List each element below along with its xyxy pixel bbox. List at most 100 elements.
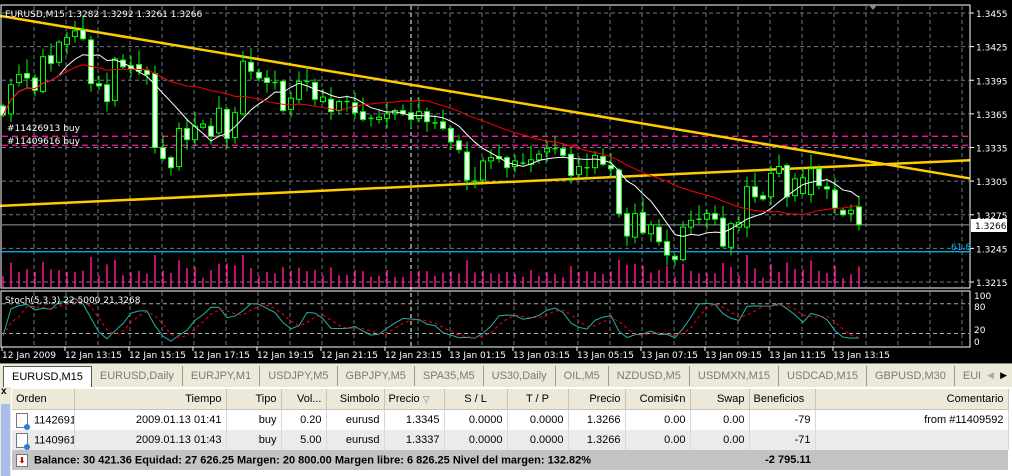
balance-summary: ⬇ Balance: 30 421.36 Equidad: 27 626.25 M… (12, 450, 749, 470)
table-row[interactable]: 114269132009.01.13 01:41buy0.20eurusd1.3… (12, 409, 1009, 430)
order-label: #11426913 buy (7, 124, 81, 134)
time-tick-label: 13 Jan 07:15 (641, 351, 698, 361)
cell-precio: 1.3345 (384, 409, 445, 430)
time-tick-label: 13 Jan 09:15 (705, 351, 762, 361)
price-tick-label: 1.3365 (976, 111, 1008, 121)
ma-slow-line (2, 64, 860, 215)
price-chart[interactable]: EURUSD,M15 1.3282 1.3292 1.3261 1.3266 #… (0, 0, 1012, 363)
scroll-right-icon[interactable]: ▶ (1000, 370, 1007, 380)
col-beneficios[interactable]: Beneficios (749, 389, 816, 410)
candle-bull (632, 213, 638, 238)
time-tick-label: 12 Jan 13:15 (65, 351, 122, 361)
candle-bull (576, 166, 582, 175)
candlesticks (0, 15, 862, 266)
col-orden[interactable]: Orden (12, 389, 75, 410)
candle-bear (312, 81, 318, 100)
stoch-label: Stoch(5,3,3) 22.5000 21.3268 (5, 296, 141, 306)
candle-bull (776, 166, 782, 174)
order-number: 11409616 (34, 433, 74, 446)
candle-bear (464, 151, 470, 181)
time-tick-label: 12 Jan 19:15 (257, 351, 314, 361)
candle-bear (608, 164, 614, 170)
main-chart-frame (0, 4, 971, 289)
candle-bear (208, 125, 214, 137)
chart-grid (2, 6, 969, 346)
candle-bull (736, 222, 742, 228)
time-axis: 12 Jan 2009 12 Jan 13:15 12 Jan 15:15 12 Ja… (1, 347, 890, 361)
candle-bear (328, 98, 334, 113)
time-tick-label: 13 Jan 01:15 (449, 351, 506, 361)
candle-bear (160, 147, 166, 160)
candle-bull (768, 172, 774, 198)
tab-usdcad-m15[interactable]: USDCAD,M15 (779, 365, 867, 386)
tab-eurusd-m15[interactable]: EURUSD,M15 (3, 365, 92, 387)
candle-bull (320, 96, 326, 103)
close-terminal-icon[interactable]: x (1, 386, 7, 397)
balance-row[interactable]: ⬇ Balance: 30 421.36 Equidad: 27 626.25 M… (12, 450, 1008, 470)
candle-bear (256, 71, 262, 79)
tab-nzdusd-m5[interactable]: NZDUSD,M5 (609, 365, 690, 386)
balance-summary-text: Balance: 30 421.36 Equidad: 27 626.25 Ma… (34, 453, 592, 466)
price-tick-label: 1.3215 (976, 279, 1008, 289)
candle-bull (176, 127, 182, 168)
cell-tipo: buy (226, 430, 282, 450)
candle-bear (248, 61, 254, 72)
col-tipo[interactable]: Tipo (226, 389, 282, 410)
candle-bear (168, 157, 174, 169)
cell-simbolo: eurusd (326, 409, 385, 430)
cell-sl: 0.0000 (444, 409, 508, 430)
col-precio-actual[interactable]: Precio (568, 389, 626, 410)
tab-us30-daily[interactable]: US30,Daily (484, 365, 556, 386)
tab-eurjpy-m1[interactable]: EURJPY,M1 (183, 365, 261, 386)
tab-usdjpy-m5[interactable]: USDJPY,M5 (260, 365, 338, 386)
candle-bear (760, 195, 766, 200)
cell-comision: 0.00 (625, 409, 691, 430)
tab-usdmxn-m15[interactable]: USDMXN,M15 (690, 365, 780, 386)
cell-simbolo: eurusd (326, 430, 385, 450)
candle-bull (16, 74, 22, 83)
chart-shift-icon[interactable] (869, 5, 877, 10)
candle-bear (840, 209, 846, 216)
tab-gbpusd-m30[interactable]: GBPUSD,M30 (867, 365, 955, 386)
stoch-signal-line (2, 300, 860, 339)
time-tick-label: 12 Jan 21:15 (321, 351, 378, 361)
candle-bull (792, 178, 798, 197)
candle-bear (360, 111, 366, 120)
cell-orden: 11426913 (12, 409, 75, 430)
candle-bull (848, 209, 854, 215)
candle-bear (424, 111, 430, 123)
candle-bear (352, 102, 358, 114)
candle-bear (136, 64, 142, 72)
col-tiempo[interactable]: Tiempo (74, 389, 227, 410)
col-precio[interactable]: Precio ▽ (384, 389, 445, 410)
candle-bull (648, 224, 654, 235)
stoch-tick-label: 20 (974, 326, 986, 336)
candle-bear (672, 255, 678, 261)
trendline (0, 158, 971, 208)
tab-gbpjpy-m5[interactable]: GBPJPY,M5 (338, 365, 415, 386)
scroll-left-icon[interactable]: ◀ (987, 370, 995, 380)
candle-bear (832, 189, 838, 209)
col-simbolo[interactable]: Simbolo (326, 389, 385, 410)
table-row[interactable]: 114096162009.01.13 01:43buy5.00eurusd1.3… (12, 430, 1009, 450)
order-icon (16, 432, 30, 450)
col-sl[interactable]: S / L (444, 389, 508, 410)
candle-bear (280, 80, 286, 112)
trade-table: Orden Tiempo Tipo Vol... Simbolo Precio … (12, 389, 1009, 470)
tab-oil-m5[interactable]: OIL,M5 (556, 365, 609, 386)
tab-spa35-m5[interactable]: SPA35,M5 (415, 365, 484, 386)
candle-bear (24, 73, 30, 79)
candle-bear (80, 29, 86, 40)
cell-sl: 0.0000 (444, 430, 508, 450)
col-vol[interactable]: Vol... (281, 389, 327, 410)
cell-comentario: from #11409592 (815, 409, 1009, 430)
tab-eurusd-daily[interactable]: EURUSD,Daily (92, 365, 183, 386)
candle-bear (104, 84, 110, 103)
col-swap[interactable]: Swap (690, 389, 750, 410)
candle-bull (56, 41, 62, 63)
candle-bear (264, 77, 270, 83)
col-comentario[interactable]: Comentario (815, 389, 1009, 410)
cell-beneficios: -79 (749, 409, 816, 430)
col-comision[interactable]: Comisi¢n (625, 389, 691, 410)
col-tp[interactable]: T / P (507, 389, 569, 410)
